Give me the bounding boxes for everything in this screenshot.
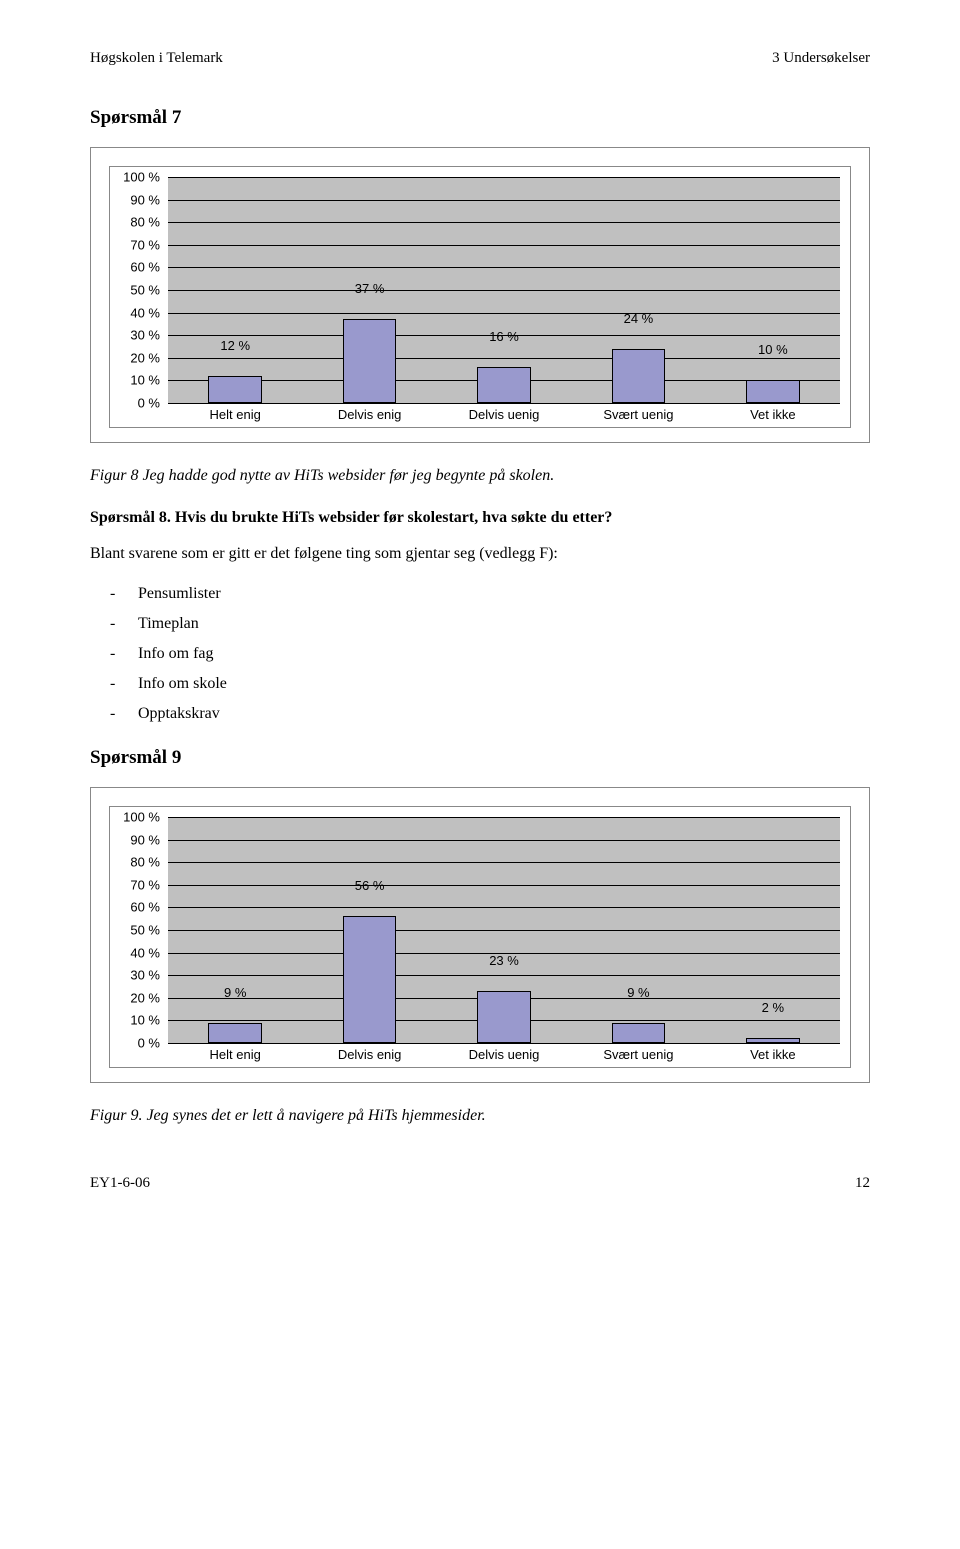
header-right: 3 Undersøkelser bbox=[772, 50, 870, 67]
xtick-label: Helt enig bbox=[168, 403, 302, 427]
q7-chart-wrapper: 0 %10 %20 %30 %40 %50 %60 %70 %80 %90 %1… bbox=[90, 147, 870, 443]
bar bbox=[208, 1023, 262, 1043]
bar bbox=[612, 1023, 666, 1043]
ytick-label: 20 % bbox=[130, 990, 168, 1005]
ytick-label: 40 % bbox=[130, 945, 168, 960]
bar-value-label: 23 % bbox=[489, 953, 519, 972]
xtick-label: Helt enig bbox=[168, 1043, 302, 1067]
ytick-label: 70 % bbox=[130, 877, 168, 892]
bars-row: 12 % 37 % 16 % 24 % 10 % bbox=[168, 177, 840, 403]
bar bbox=[477, 367, 531, 403]
q8-list: PensumlisterTimeplanInfo om fagInfo om s… bbox=[90, 579, 870, 729]
list-item: Info om fag bbox=[138, 639, 870, 669]
bar bbox=[343, 916, 397, 1043]
q7-title: Spørsmål 7 bbox=[90, 107, 870, 129]
bar-value-label: 24 % bbox=[624, 311, 654, 330]
ytick-label: 60 % bbox=[130, 900, 168, 915]
bar-value-label: 37 % bbox=[355, 281, 385, 300]
xtick-label: Delvis enig bbox=[302, 403, 436, 427]
bar bbox=[343, 319, 397, 403]
bar-slot: 12 % bbox=[168, 177, 302, 403]
q8-intro: Blant svarene som er gitt er det følgene… bbox=[90, 545, 870, 563]
ytick-label: 40 % bbox=[130, 305, 168, 320]
list-item: Opptakskrav bbox=[138, 699, 870, 729]
ytick-label: 10 % bbox=[130, 1013, 168, 1028]
bar-value-label: 16 % bbox=[489, 329, 519, 348]
bar-slot: 23 % bbox=[437, 817, 571, 1043]
ytick-label: 100 % bbox=[123, 810, 168, 825]
bars-row: 9 % 56 % 23 % 9 % 2 % bbox=[168, 817, 840, 1043]
q9-chart: 0 % 10 % 20 % 30 % 40 % 50 % 60 % 70 % 80 % 90 % 1… bbox=[109, 806, 851, 1068]
page-header: Høgskolen i Telemark 3 Undersøkelser bbox=[90, 50, 870, 67]
ytick-label: 80 % bbox=[130, 855, 168, 870]
bar-slot: 9 % bbox=[571, 817, 705, 1043]
bar-value-label: 56 % bbox=[355, 878, 385, 897]
xtick-label: Svært uenig bbox=[571, 1043, 705, 1067]
ytick-label: 50 % bbox=[130, 283, 168, 298]
bar-slot: 9 % bbox=[168, 817, 302, 1043]
footer-left: EY1-6-06 bbox=[90, 1175, 150, 1192]
page-footer: EY1-6-06 12 bbox=[90, 1175, 870, 1192]
list-item: Info om skole bbox=[138, 669, 870, 699]
bar-slot: 37 % bbox=[302, 177, 436, 403]
bar bbox=[208, 376, 262, 403]
bar-slot: 16 % bbox=[437, 177, 571, 403]
ytick-label: 60 % bbox=[130, 260, 168, 275]
header-left: Høgskolen i Telemark bbox=[90, 50, 223, 67]
bar-slot: 56 % bbox=[302, 817, 436, 1043]
list-item: Pensumlister bbox=[138, 579, 870, 609]
xtick-label: Delvis enig bbox=[302, 1043, 436, 1067]
xtick-label: Delvis uenig bbox=[437, 403, 571, 427]
bar-value-label: 10 % bbox=[758, 342, 788, 361]
ytick-label: 50 % bbox=[130, 923, 168, 938]
q9-title: Spørsmål 9 bbox=[90, 747, 870, 769]
ytick-label: 30 % bbox=[130, 328, 168, 343]
q7-caption: Figur 8 Jeg hadde god nytte av HiTs webs… bbox=[90, 467, 870, 485]
bar-slot: 24 % bbox=[571, 177, 705, 403]
bar-slot: 10 % bbox=[706, 177, 840, 403]
bar-slot: 2 % bbox=[706, 817, 840, 1043]
q9-caption: Figur 9. Jeg synes det er lett å naviger… bbox=[90, 1107, 870, 1125]
bar-value-label: 2 % bbox=[762, 1000, 784, 1019]
bar-value-label: 12 % bbox=[220, 338, 250, 357]
bar bbox=[746, 380, 800, 403]
bar bbox=[612, 349, 666, 403]
ytick-label: 10 % bbox=[130, 373, 168, 388]
ytick-label: 90 % bbox=[130, 192, 168, 207]
q8-title: Spørsmål 8. Hvis du brukte HiTs websider… bbox=[90, 509, 870, 527]
ytick-label: 0 % bbox=[138, 1036, 168, 1051]
xtick-label: Vet ikke bbox=[706, 403, 840, 427]
ytick-label: 20 % bbox=[130, 350, 168, 365]
list-item: Timeplan bbox=[138, 609, 870, 639]
xtick-label: Svært uenig bbox=[571, 403, 705, 427]
ytick-label: 70 % bbox=[130, 237, 168, 252]
ytick-label: 30 % bbox=[130, 968, 168, 983]
bar-value-label: 9 % bbox=[224, 985, 246, 1004]
xtick-label: Delvis uenig bbox=[437, 1043, 571, 1067]
ytick-label: 90 % bbox=[130, 832, 168, 847]
bar-value-label: 9 % bbox=[627, 985, 649, 1004]
bar bbox=[477, 991, 531, 1043]
q7-chart: 0 %10 %20 %30 %40 %50 %60 %70 %80 %90 %1… bbox=[109, 166, 851, 428]
ytick-label: 100 % bbox=[123, 170, 168, 185]
q9-chart-wrapper: 0 % 10 % 20 % 30 % 40 % 50 % 60 % 70 % 80 % 90 % 1… bbox=[90, 787, 870, 1083]
footer-right: 12 bbox=[855, 1175, 870, 1192]
xtick-label: Vet ikke bbox=[706, 1043, 840, 1067]
ytick-label: 0 % bbox=[138, 396, 168, 411]
ytick-label: 80 % bbox=[130, 215, 168, 230]
